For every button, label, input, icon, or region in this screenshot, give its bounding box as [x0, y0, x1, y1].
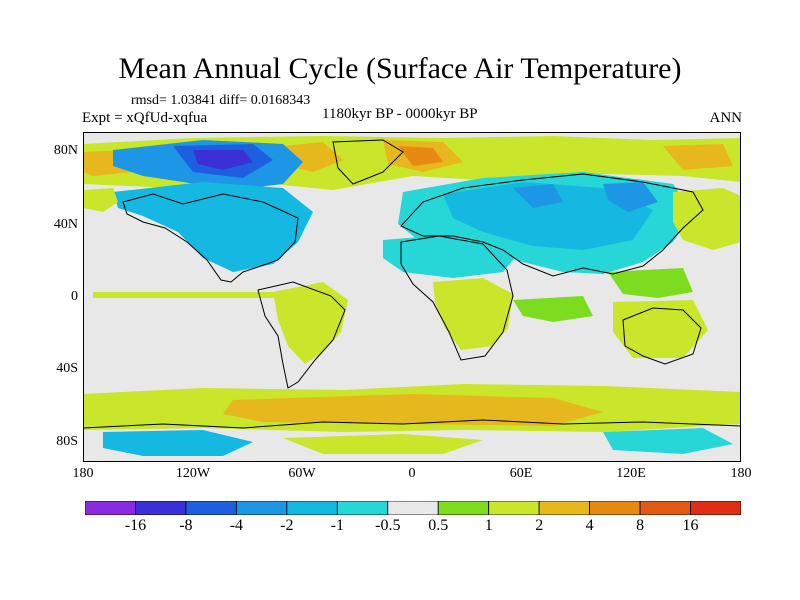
colorbar-swatch	[639, 501, 691, 515]
stats-text: rmsd= 1.03841 diff= 0.0168343	[131, 93, 311, 108]
lon-label-120w: 120W	[175, 466, 211, 481]
colorbar-tick-label: 1	[484, 517, 493, 534]
colorbar-tick-label: -16	[124, 517, 147, 534]
eurasia-cold-patch	[513, 184, 563, 208]
colorbar-tick-label: 2	[535, 517, 544, 534]
lon-label-60w: 60W	[288, 466, 316, 481]
map-title: Mean Annual Cycle (Surface Air Temperatu…	[118, 52, 682, 85]
antarctic-cool-patch	[603, 428, 733, 454]
colorbar-tick-label: -1	[330, 517, 344, 534]
colorbar-swatch	[85, 501, 136, 515]
coastline-south-america	[257, 281, 346, 389]
colorbar-tick-label: 16	[682, 517, 699, 534]
colorbar-tick-label: 0.5	[428, 517, 449, 534]
lon-label-0: 0	[408, 466, 416, 481]
indian-ocean-warm	[513, 296, 593, 322]
colorbar-swatch	[235, 501, 288, 515]
lat-label-40n: 40N	[53, 217, 78, 232]
colorbar-swatch	[286, 501, 338, 515]
map-frame	[83, 132, 741, 462]
lat-label-40s: 40S	[56, 361, 78, 376]
experiment-label: Expt = xQfUd-xqfua	[82, 110, 208, 126]
colorbar-swatch	[437, 501, 490, 515]
antarctic-warm-patch	[283, 434, 483, 454]
lat-label-80s: 80S	[56, 434, 78, 449]
colorbar-tick-label: 8	[636, 517, 645, 534]
colorbar-swatch	[538, 501, 591, 515]
colorbar-swatch	[336, 501, 389, 515]
maritime-continent-warm	[608, 268, 693, 298]
lon-label-120e: 120E	[616, 466, 646, 481]
lat-label-equator: 0	[71, 289, 78, 304]
colorbar-swatch	[589, 501, 641, 515]
lon-label-60e: 60E	[509, 466, 533, 481]
colorbar-swatch	[387, 501, 439, 515]
colorbar-swatch	[185, 501, 237, 515]
colorbar-tick-label: -2	[280, 517, 294, 534]
colorbar-swatch	[488, 501, 540, 515]
coastline-africa	[400, 235, 514, 361]
colorbar	[85, 501, 741, 515]
coastline-australia	[622, 307, 702, 365]
colorbar-swatch	[135, 501, 187, 515]
eurasia-cooler-region	[443, 182, 653, 250]
colorbar-swatch	[690, 501, 741, 515]
coastline-north-america	[122, 193, 299, 283]
colorbar-tick-label: -8	[179, 517, 193, 534]
coastline-antarctica	[83, 419, 741, 429]
colorbar-tick-label: -0.5	[375, 517, 401, 534]
lat-label-80n: 80N	[53, 143, 78, 158]
map-panel	[83, 132, 741, 462]
north-pacific-warm	[83, 188, 118, 212]
eurasia-cold-patch	[603, 182, 658, 212]
coastline-greenland	[332, 139, 404, 185]
lon-label-180w: 180	[72, 466, 94, 481]
colorbar-tick-label: 4	[585, 517, 594, 534]
equatorial-atlantic-band	[93, 292, 333, 298]
africa-warm-region	[433, 278, 513, 350]
north-america-cool-region	[113, 182, 313, 272]
season-label: ANN	[709, 110, 743, 126]
lon-label-180e: 180	[730, 466, 752, 481]
arctic-orange-patch	[663, 144, 733, 170]
southern-ocean-orange-band	[223, 394, 603, 426]
period-label: 1180kyr BP - 0000kyr BP	[322, 106, 478, 122]
antarctic-cool-patch	[103, 430, 253, 456]
colorbar-tick-label: -4	[229, 517, 244, 534]
north-america-cold-center	[193, 150, 253, 170]
arctic-hot-patch	[398, 146, 443, 166]
north-pacific-warm	[673, 188, 741, 250]
coastline-eurasia	[400, 173, 704, 277]
